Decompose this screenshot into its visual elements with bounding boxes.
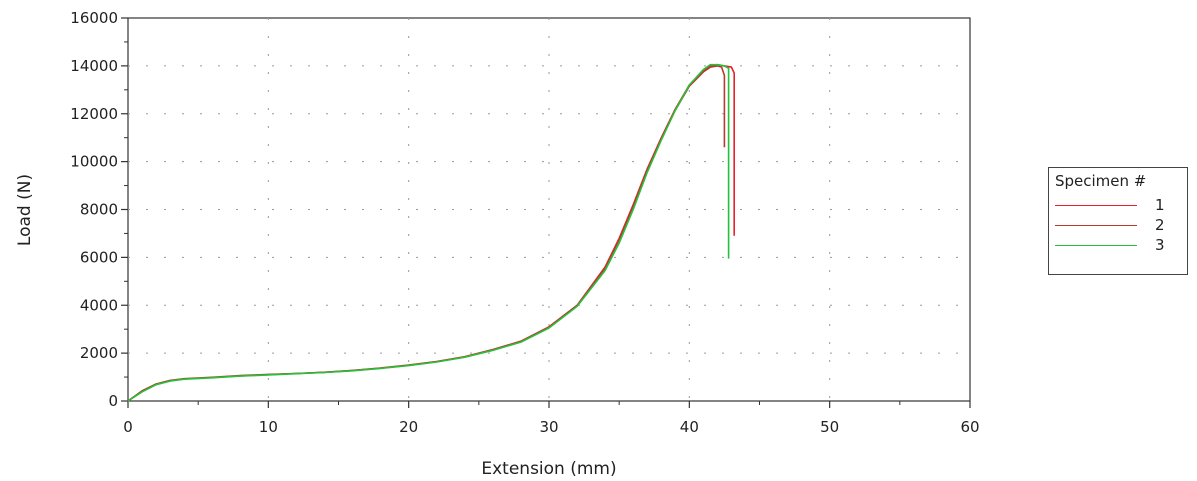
x-tick-label: 20 — [399, 418, 418, 436]
x-axis: 0 10 20 30 40 50 60 — [123, 401, 980, 436]
legend-item-1: 1 — [1055, 196, 1183, 216]
legend-label-3: 3 — [1155, 236, 1165, 254]
y-axis-title: Load (N) — [15, 174, 35, 246]
y-tick-label: 10000 — [70, 153, 118, 171]
series-line-3 — [127, 63, 730, 402]
y-tick-label: 2000 — [80, 344, 118, 362]
legend-item-2: 2 — [1055, 216, 1183, 236]
y-tick-label: 12000 — [70, 105, 118, 123]
y-tick-label: 14000 — [70, 57, 118, 75]
x-tick-label: 30 — [539, 418, 558, 436]
y-tick-label: 0 — [108, 392, 118, 410]
x-tick-label: 10 — [259, 418, 278, 436]
legend-title: Specimen # — [1055, 172, 1147, 190]
legend-swatch-3 — [1055, 245, 1137, 246]
x-tick-label: 60 — [960, 418, 979, 436]
x-axis-title: Extension (mm) — [481, 459, 616, 479]
x-tick-label: 40 — [680, 418, 699, 436]
legend-label-1: 1 — [1155, 196, 1165, 214]
plot-area — [127, 17, 971, 402]
y-tick-label: 16000 — [70, 9, 118, 27]
legend-swatch-2 — [1055, 225, 1137, 226]
y-tick-label: 8000 — [80, 201, 118, 219]
legend-swatch-1 — [1055, 205, 1137, 206]
y-axis: 0 2000 4000 6000 8000 10000 12000 14000 16000 — [70, 9, 128, 410]
x-tick-label: 0 — [123, 418, 133, 436]
legend-item-3: 3 — [1055, 236, 1183, 256]
legend-label-2: 2 — [1155, 216, 1165, 234]
y-tick-label: 6000 — [80, 248, 118, 266]
y-tick-label: 4000 — [80, 296, 118, 314]
series-lines — [127, 63, 736, 402]
legend: Specimen # 1 2 3 — [1048, 167, 1188, 275]
x-tick-label: 50 — [820, 418, 839, 436]
